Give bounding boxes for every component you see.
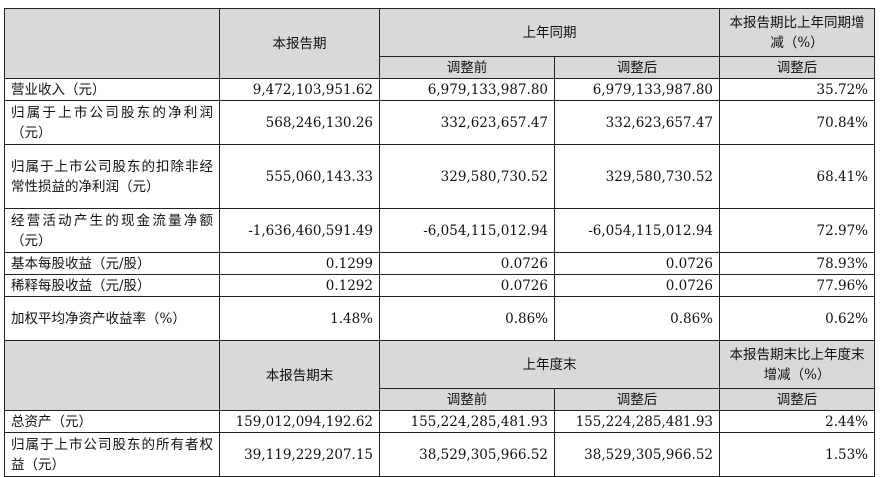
table-row: 总资产（元） 159,012,094,192.62 155,224,285,48… bbox=[4, 410, 875, 433]
financial-data-table: 本报告期 上年同期 本报告期比上年同期增减（%） 调整前 调整后 调整后 营业收… bbox=[4, 8, 875, 477]
header-current-period-end: 本报告期末 bbox=[219, 340, 380, 411]
current-value: 159,012,094,192.62 bbox=[219, 410, 380, 433]
before-value: 0.0726 bbox=[379, 252, 555, 275]
header-change-adjusted: 调整后 bbox=[719, 56, 875, 79]
current-value: 0.1299 bbox=[219, 252, 380, 275]
header-prior-period: 上年同期 bbox=[379, 8, 720, 57]
change-value: 72.97% bbox=[719, 208, 875, 253]
year-end-subheader-row: 调整前 调整后 调整后 bbox=[5, 388, 875, 411]
after-value: 38,529,305,966.52 bbox=[554, 432, 720, 477]
change-value: 70.84% bbox=[719, 100, 875, 145]
table-row: 加权平均净资产收益率（%） 1.48% 0.86% 0.86% 0.62% bbox=[4, 296, 875, 341]
after-value: 332,623,657.47 bbox=[554, 100, 720, 145]
row-label: 归属于上市公司股东的扣除非经常性损益的净利润（元） bbox=[4, 144, 220, 209]
row-label: 加权平均净资产收益率（%） bbox=[4, 296, 220, 341]
header-after-adjust: 调整后 bbox=[554, 388, 720, 411]
before-value: 0.0726 bbox=[379, 274, 555, 297]
after-value: 6,979,133,987.80 bbox=[554, 78, 720, 101]
header-before-adjust: 调整前 bbox=[379, 56, 555, 79]
header-change: 本报告期比上年同期增减（%） bbox=[719, 8, 875, 57]
before-value: 38,529,305,966.52 bbox=[379, 432, 555, 477]
after-value: 0.0726 bbox=[554, 274, 720, 297]
table-row: 基本每股收益（元/股） 0.1299 0.0726 0.0726 78.93% bbox=[4, 252, 875, 275]
change-value: 35.72% bbox=[719, 78, 875, 101]
after-value: 0.86% bbox=[554, 296, 720, 341]
before-value: 155,224,285,481.93 bbox=[379, 410, 555, 433]
current-value: 39,119,229,207.15 bbox=[219, 432, 380, 477]
table-row: 归属于上市公司股东的所有者权益（元） 39,119,229,207.15 38,… bbox=[4, 432, 875, 477]
period-subheader-row: 调整前 调整后 调整后 bbox=[5, 56, 875, 79]
change-value: 68.41% bbox=[719, 144, 875, 209]
table-row: 稀释每股收益（元/股） 0.1292 0.0726 0.0726 77.96% bbox=[4, 274, 875, 297]
before-value: 0.86% bbox=[379, 296, 555, 341]
year-end-header-row: 本报告期末 上年度末 本报告期末比上年度末增减（%） bbox=[4, 340, 875, 411]
before-value: 332,623,657.47 bbox=[379, 100, 555, 145]
row-label: 经营活动产生的现金流量净额（元） bbox=[4, 208, 220, 253]
table-row: 营业收入（元） 9,472,103,951.62 6,979,133,987.8… bbox=[4, 78, 875, 101]
current-value: 9,472,103,951.62 bbox=[219, 78, 380, 101]
current-value: 0.1292 bbox=[219, 274, 380, 297]
header-blank-cell bbox=[4, 340, 220, 411]
change-value: 1.53% bbox=[719, 432, 875, 477]
current-value: 568,246,130.26 bbox=[219, 100, 380, 145]
table-row: 归属于上市公司股东的净利润（元） 568,246,130.26 332,623,… bbox=[4, 100, 875, 145]
after-value: 0.0726 bbox=[554, 252, 720, 275]
header-current-period: 本报告期 bbox=[219, 8, 380, 79]
current-value: -1,636,460,591.49 bbox=[219, 208, 380, 253]
after-value: -6,054,115,012.94 bbox=[554, 208, 720, 253]
row-label: 基本每股收益（元/股） bbox=[4, 252, 220, 275]
table-row: 归属于上市公司股东的扣除非经常性损益的净利润（元） 555,060,143.33… bbox=[4, 144, 875, 209]
change-value: 78.93% bbox=[719, 252, 875, 275]
header-change: 本报告期末比上年度末增减（%） bbox=[719, 340, 875, 389]
change-value: 77.96% bbox=[719, 274, 875, 297]
current-value: 1.48% bbox=[219, 296, 380, 341]
after-value: 155,224,285,481.93 bbox=[554, 410, 720, 433]
table-row: 经营活动产生的现金流量净额（元） -1,636,460,591.49 -6,05… bbox=[4, 208, 875, 253]
header-before-adjust: 调整前 bbox=[379, 388, 555, 411]
before-value: 329,580,730.52 bbox=[379, 144, 555, 209]
row-label: 总资产（元） bbox=[4, 410, 220, 433]
header-change-adjusted: 调整后 bbox=[719, 388, 875, 411]
change-value: 0.62% bbox=[719, 296, 875, 341]
row-label: 归属于上市公司股东的净利润（元） bbox=[4, 100, 220, 145]
period-header-row: 本报告期 上年同期 本报告期比上年同期增减（%） bbox=[4, 8, 875, 79]
row-label: 稀释每股收益（元/股） bbox=[4, 274, 220, 297]
current-value: 555,060,143.33 bbox=[219, 144, 380, 209]
after-value: 329,580,730.52 bbox=[554, 144, 720, 209]
header-after-adjust: 调整后 bbox=[554, 56, 720, 79]
row-label: 归属于上市公司股东的所有者权益（元） bbox=[4, 432, 220, 477]
before-value: 6,979,133,987.80 bbox=[379, 78, 555, 101]
change-value: 2.44% bbox=[719, 410, 875, 433]
before-value: -6,054,115,012.94 bbox=[379, 208, 555, 253]
row-label: 营业收入（元） bbox=[4, 78, 220, 101]
header-prior-year-end: 上年度末 bbox=[379, 340, 720, 389]
header-blank-cell bbox=[4, 8, 220, 79]
